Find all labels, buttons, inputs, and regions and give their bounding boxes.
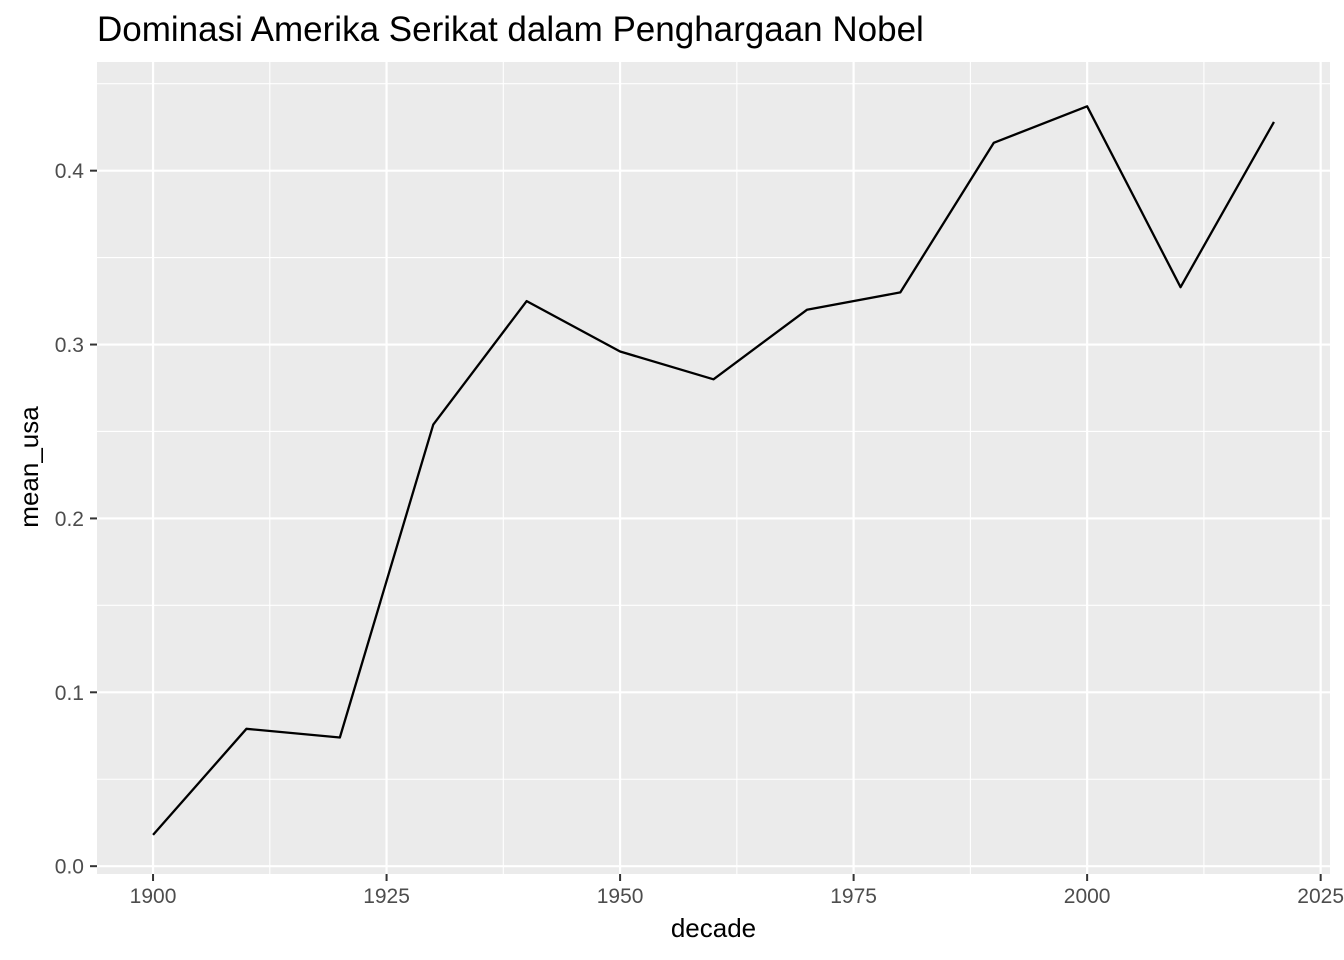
x-tick-label: 1950 [597, 885, 644, 908]
y-tick-label: 0.0 [55, 856, 84, 879]
chart-title: Dominasi Amerika Serikat dalam Pengharga… [97, 10, 924, 49]
series-line [152, 105, 1275, 836]
y-tick-label: 0.2 [55, 508, 84, 531]
y-tick-label: 0.1 [55, 682, 84, 705]
x-tick-label: 1900 [130, 885, 177, 908]
series-layer [152, 105, 1275, 836]
x-tick-label: 2000 [1064, 885, 1111, 908]
x-tick-label: 2025 [1297, 885, 1344, 908]
x-tick-label: 1975 [830, 885, 877, 908]
x-axis-title: decade [671, 913, 756, 943]
y-axis-title: mean_usa [14, 406, 44, 528]
major-gridlines [97, 62, 1330, 874]
y-axis: 0.0 0.1 0.2 0.3 0.4 [55, 160, 97, 879]
x-tick-label: 1925 [363, 885, 410, 908]
y-tick-label: 0.3 [55, 334, 84, 357]
y-tick-label: 0.4 [55, 160, 85, 183]
plot-panel [97, 62, 1330, 874]
minor-gridlines [97, 62, 1330, 874]
x-axis: 1900 1925 1950 1975 2000 2025 [130, 874, 1344, 908]
